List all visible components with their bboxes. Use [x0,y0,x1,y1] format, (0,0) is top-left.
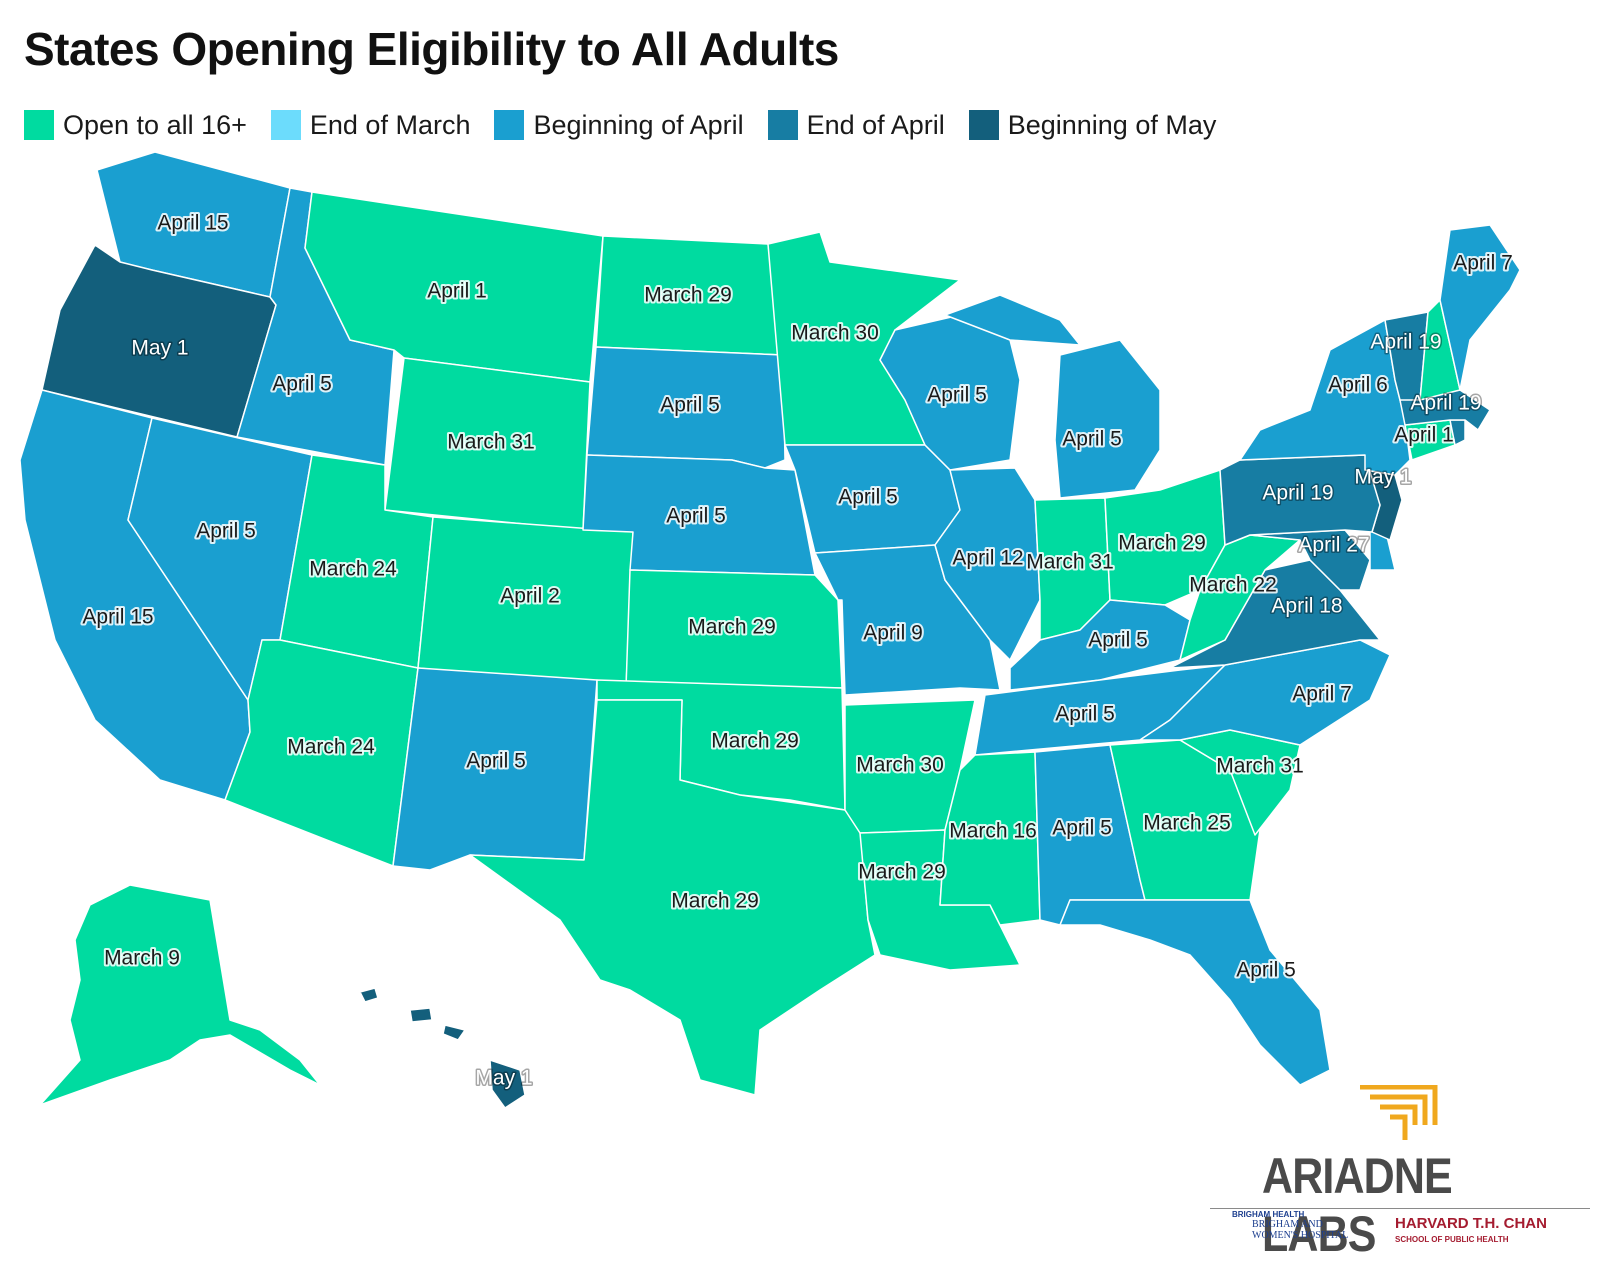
state-label-mo: April 9 [863,622,923,645]
state-label-il: April 12 [952,547,1023,570]
logo-wordmark: ARIADNE LABS [1262,1148,1453,1262]
state-ks[interactable] [625,569,843,689]
state-label-va: April 18 [1271,595,1342,618]
states-layer [19,151,1521,1109]
state-me[interactable] [1439,224,1521,391]
state-label-ct: April 1 [1394,424,1454,447]
legend-swatch [968,110,999,140]
state-label-mi: April 5 [1062,428,1122,451]
legend-item-end-of-march: End of March [270,109,471,141]
legend-label: Open to all 16+ [63,109,247,140]
state-label-nv: April 5 [196,520,256,543]
state-label-co: April 2 [500,585,560,608]
us-map: April 15 May 1 April 15 April 5 April 5 April… [19,151,1521,1109]
legend: Open to all 16+ End of March Beginning o… [24,108,1240,142]
state-label-la: March 29 [858,861,946,884]
state-label-in: March 31 [1026,551,1114,574]
logo-harvard-sub: SCHOOL OF PUBLIC HEALTH [1395,1235,1509,1244]
legend-item-beginning-of-april: Beginning of April [494,109,744,141]
state-label-ma: April 19 [1410,392,1481,415]
state-label-ca: April 15 [82,606,153,629]
state-label-wi: April 5 [927,384,987,407]
legend-label: End of April [806,109,945,140]
state-label-fl: April 5 [1236,959,1296,982]
state-label-oh: March 29 [1118,532,1206,555]
legend-swatch [767,110,798,140]
state-tx[interactable] [469,699,876,1096]
state-hi[interactable] [359,987,526,1109]
legend-item-end-of-april: End of April [767,109,945,141]
state-label-sc: March 31 [1216,755,1304,778]
state-label-tx: March 29 [671,890,759,913]
logo-harvard: HARVARD T.H. CHAN [1395,1215,1547,1232]
state-label-nc: April 7 [1292,683,1352,706]
state-label-ak: March 9 [104,947,180,970]
state-label-ut: March 24 [309,558,397,581]
state-label-al: April 5 [1052,817,1112,840]
legend-item-beginning-of-may: Beginning of May [968,109,1217,141]
ariadne-labs-logo: ARIADNE LABS BRIGHAM HEALTH BRIGHAM AND … [1210,1084,1590,1275]
state-label-ny: April 6 [1328,374,1388,397]
state-label-me: April 7 [1453,252,1513,275]
state-label-ms: March 16 [949,820,1037,843]
state-label-md: April 27 [1298,534,1369,557]
legend-label: Beginning of May [1007,109,1217,140]
state-label-ky: April 5 [1088,629,1148,652]
labels-layer: April 15 May 1 April 15 April 5 April 5 April… [80,210,1514,1092]
state-label-sd: April 5 [660,394,720,417]
map-title: States Opening Eligibility to All Adults [24,23,839,75]
state-ak[interactable] [39,884,321,1106]
state-label-pa: April 19 [1262,482,1333,505]
state-label-id: April 5 [272,373,332,396]
state-nc[interactable] [1139,639,1391,746]
legend-label: Beginning of April [533,109,744,140]
state-label-wa: April 15 [157,212,228,235]
logo-brigham-small: BRIGHAM HEALTH [1232,1210,1305,1219]
state-il[interactable] [934,467,1041,661]
state-label-nd: March 29 [644,284,732,307]
state-label-hi: May 1 [475,1067,532,1090]
state-label-ne: April 5 [666,505,726,528]
state-label-az: March 24 [287,736,375,759]
maze-logo-icon [1360,1084,1438,1140]
state-ky[interactable] [1009,599,1191,691]
state-label-ar: March 30 [856,754,944,777]
state-label-tn: April 5 [1055,703,1115,726]
state-label-nj: May 1 [1354,466,1411,489]
state-label-wy: March 31 [447,431,535,454]
state-mi[interactable] [944,294,1161,499]
state-fl[interactable] [1059,899,1331,1086]
state-label-ia: April 5 [838,486,898,509]
legend-swatch [270,110,301,140]
legend-item-open-now: Open to all 16+ [24,110,247,141]
state-label-mn: March 30 [791,322,879,345]
state-label-ga: March 25 [1143,812,1231,835]
legend-label: End of March [309,109,471,140]
state-label-or: May 1 [131,337,188,360]
state-label-vt: April 19 [1370,331,1441,354]
state-label-ok: March 29 [711,730,799,753]
state-md[interactable] [1249,529,1371,591]
state-label-mt: April 1 [427,280,487,303]
state-vt[interactable] [1384,311,1429,401]
logo-divider [1210,1208,1590,1209]
state-label-nm: April 5 [466,750,526,773]
state-label-ks: March 29 [688,616,776,639]
legend-swatch [24,110,54,140]
legend-swatch [494,110,525,140]
logo-brigham: BRIGHAM AND WOMEN'S HOSPITAL [1252,1219,1349,1241]
state-label-wv: March 22 [1189,574,1277,597]
